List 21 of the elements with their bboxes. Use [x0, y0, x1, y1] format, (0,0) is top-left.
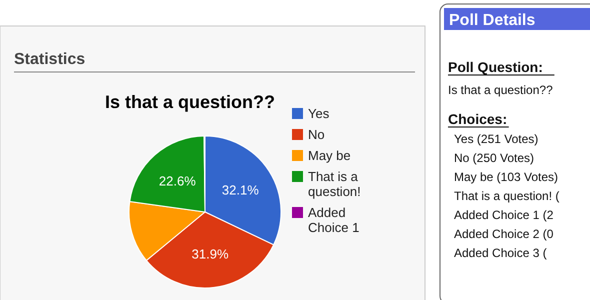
- legend-label: That is a question!: [308, 169, 361, 199]
- text: No (250 Votes): [454, 151, 534, 165]
- data-label: 32.1%: [222, 182, 260, 198]
- legend-label: Added Choice 1: [308, 205, 360, 235]
- text: Is that a question??: [448, 83, 554, 97]
- text: Added Choice 2 (0: [454, 227, 554, 241]
- text: Poll Question:: [448, 59, 543, 75]
- text: Added Choice 1 (2: [454, 208, 554, 222]
- text: That is a question! (: [454, 189, 560, 203]
- data-label: 22.6%: [158, 174, 196, 189]
- text: May be (103 Votes): [454, 170, 558, 184]
- text: Added Choice 3 (: [454, 246, 547, 260]
- text: Statistics: [14, 51, 86, 68]
- text: Poll Details: [449, 12, 536, 29]
- data-label: 31.9%: [192, 246, 229, 262]
- text: Yes (251 Votes): [454, 132, 538, 146]
- chart-title: Is that a question??: [104, 92, 276, 112]
- legend-label: No: [308, 127, 325, 142]
- legend-label: May be: [308, 148, 351, 163]
- text: Choices:: [448, 111, 508, 127]
- legend-label: Yes: [308, 106, 330, 121]
